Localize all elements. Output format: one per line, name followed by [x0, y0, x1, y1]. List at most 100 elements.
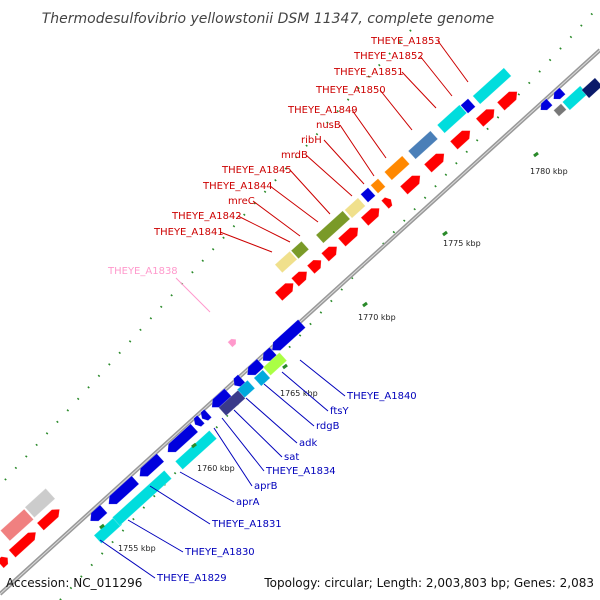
reverse-cds-right-2[interactable]	[551, 87, 566, 103]
leader-THEYE_A1852	[419, 55, 453, 97]
leader-THEYE_A1834	[221, 417, 265, 472]
scale-label-1760: 1760 kbp	[197, 464, 235, 473]
gene-label-THEYE_A1845[interactable]: THEYE_A1845	[221, 165, 292, 176]
reverse-cds-11[interactable]	[268, 319, 306, 354]
feature-ftsY[interactable]	[262, 352, 288, 376]
gene-label-THEYE_A1831[interactable]: THEYE_A1831	[211, 519, 282, 530]
gene-label-THEYE_A1829[interactable]: THEYE_A1829	[156, 573, 227, 584]
feature-THEYE_A1834[interactable]	[253, 369, 271, 387]
reverse-cds-6[interactable]	[198, 408, 213, 423]
feature-grey-left[interactable]	[24, 487, 56, 519]
gene-label-THEYE_A1840[interactable]: THEYE_A1840	[346, 391, 417, 402]
leader-nusB	[339, 124, 375, 177]
gene-label-ftsY[interactable]: ftsY	[330, 406, 349, 417]
leader-THEYE_A1840	[299, 359, 346, 397]
leader-THEYE_A1845	[289, 169, 331, 215]
leader-THEYE_A1853	[437, 40, 469, 83]
feature-THEYE_A1830[interactable]	[111, 469, 173, 527]
gene-label-aprA[interactable]: aprA	[236, 497, 260, 508]
forward-cds-12[interactable]	[496, 88, 521, 111]
feature-mrdB[interactable]	[344, 197, 366, 219]
topology-label: Topology: circular; Length: 2,003,803 bp…	[263, 576, 594, 590]
feature-THEYE_A1844[interactable]	[315, 210, 351, 244]
feature-mreC[interactable]	[290, 240, 310, 260]
forward-cds-4[interactable]	[320, 243, 340, 262]
forward-cds-6[interactable]	[360, 204, 383, 227]
pseudogene-THEYE_A1838[interactable]	[227, 337, 239, 348]
feature-nusB[interactable]	[370, 178, 386, 194]
feature-THEYE_A1850[interactable]	[407, 130, 439, 160]
forward-cds-2[interactable]	[290, 268, 310, 287]
feature-THEYE_A1849[interactable]	[383, 155, 411, 181]
forward-cds-left-1[interactable]	[36, 506, 63, 531]
gene-label-THEYE_A1853[interactable]: THEYE_A1853	[370, 36, 441, 47]
feature-THEYE_A1852[interactable]	[460, 98, 476, 114]
gene-label-mrdB[interactable]: mrdB	[281, 150, 308, 161]
leader-mrdB	[305, 154, 353, 197]
scale-label-1770: 1770 kbp	[358, 313, 396, 322]
forward-cds-partial-right[interactable]	[553, 103, 567, 117]
leader-adk	[245, 397, 298, 444]
reverse-cds-right-1[interactable]	[538, 98, 553, 114]
reverse-cds-2[interactable]	[105, 475, 140, 508]
genome-title: Thermodesulfovibrio yellowstonii DSM 113…	[42, 11, 495, 27]
gene-label-adk[interactable]: adk	[299, 438, 317, 449]
feature-THEYE_A1851[interactable]	[436, 104, 468, 134]
gene-label-THEYE_A1842[interactable]: THEYE_A1842	[171, 211, 242, 222]
forward-cds-8[interactable]	[399, 172, 424, 195]
accession-label: Accession: NC_011296	[6, 576, 142, 590]
forward-cds-1[interactable]	[274, 279, 297, 302]
leader-aprA	[179, 471, 235, 503]
leader-THEYE_A1850	[379, 89, 413, 131]
leader-sat	[233, 409, 283, 458]
leader-THEYE_A1842	[237, 215, 291, 243]
leader-THEYE_A1830	[127, 519, 184, 553]
forward-cds-left-3[interactable]	[0, 554, 11, 569]
reverse-cds-1[interactable]	[87, 504, 108, 525]
feature-THEYE_A1853[interactable]	[472, 67, 512, 105]
leader-mreC	[252, 200, 301, 237]
leader-THEYE_A1849	[351, 109, 387, 159]
gene-label-mreC[interactable]: mreC	[228, 196, 255, 207]
gene-label-THEYE_A1850[interactable]: THEYE_A1850	[315, 85, 386, 96]
forward-cds-5[interactable]	[337, 224, 362, 247]
gene-label-THEYE_A1834[interactable]: THEYE_A1834	[265, 466, 336, 477]
scale-tick	[99, 523, 105, 530]
feature-THEYE_A1829[interactable]	[93, 516, 123, 544]
forward-cds-10[interactable]	[449, 127, 474, 150]
feature-aprA[interactable]	[218, 389, 246, 417]
gene-label-THEYE_A1851[interactable]: THEYE_A1851	[333, 67, 404, 78]
reverse-cds-3[interactable]	[136, 453, 165, 481]
feature-THEYE_A1831[interactable]	[174, 430, 218, 470]
forward-cds-11[interactable]	[475, 105, 498, 128]
feature-THEYE_A1841[interactable]	[274, 250, 298, 274]
feature-navy-right[interactable]	[581, 77, 600, 99]
gene-label-rdgB[interactable]: rdgB	[316, 421, 340, 432]
feature-pink-left[interactable]	[0, 508, 34, 542]
reverse-cds-4[interactable]	[164, 423, 199, 456]
gene-label-THEYE_A1844[interactable]: THEYE_A1844	[202, 181, 273, 192]
feature-ribH[interactable]	[360, 187, 376, 203]
scale-tick	[442, 230, 448, 237]
scale-tick	[191, 442, 197, 449]
gene-label-THEYE_A1841[interactable]: THEYE_A1841	[153, 227, 224, 238]
reverse-cds-9[interactable]	[244, 358, 265, 379]
gene-label-aprB[interactable]: aprB	[254, 481, 278, 492]
gene-label-THEYE_A1852[interactable]: THEYE_A1852	[353, 51, 424, 62]
scale-tick	[362, 301, 368, 308]
gene-label-THEYE_A1849[interactable]: THEYE_A1849	[287, 105, 358, 116]
leader-THEYE_A1829	[99, 539, 156, 579]
leader-rdgB	[263, 383, 315, 427]
gene-label-THEYE_A1838[interactable]: THEYE_A1838	[107, 266, 178, 277]
gene-label-nusB[interactable]: nusB	[316, 120, 341, 131]
gene-label-sat[interactable]: sat	[284, 452, 299, 463]
reverse-cds-5[interactable]	[191, 414, 206, 429]
forward-cds-9[interactable]	[423, 150, 448, 173]
gene-label-THEYE_A1830[interactable]: THEYE_A1830	[184, 547, 255, 558]
scale-label-1765: 1765 kbp	[280, 389, 318, 398]
forward-cds-3[interactable]	[306, 256, 325, 275]
gene-label-ribH[interactable]: ribH	[301, 135, 322, 146]
scale-ticks	[99, 151, 539, 530]
forward-cds-7[interactable]	[380, 195, 394, 210]
forward-cds-left-2[interactable]	[8, 529, 39, 558]
